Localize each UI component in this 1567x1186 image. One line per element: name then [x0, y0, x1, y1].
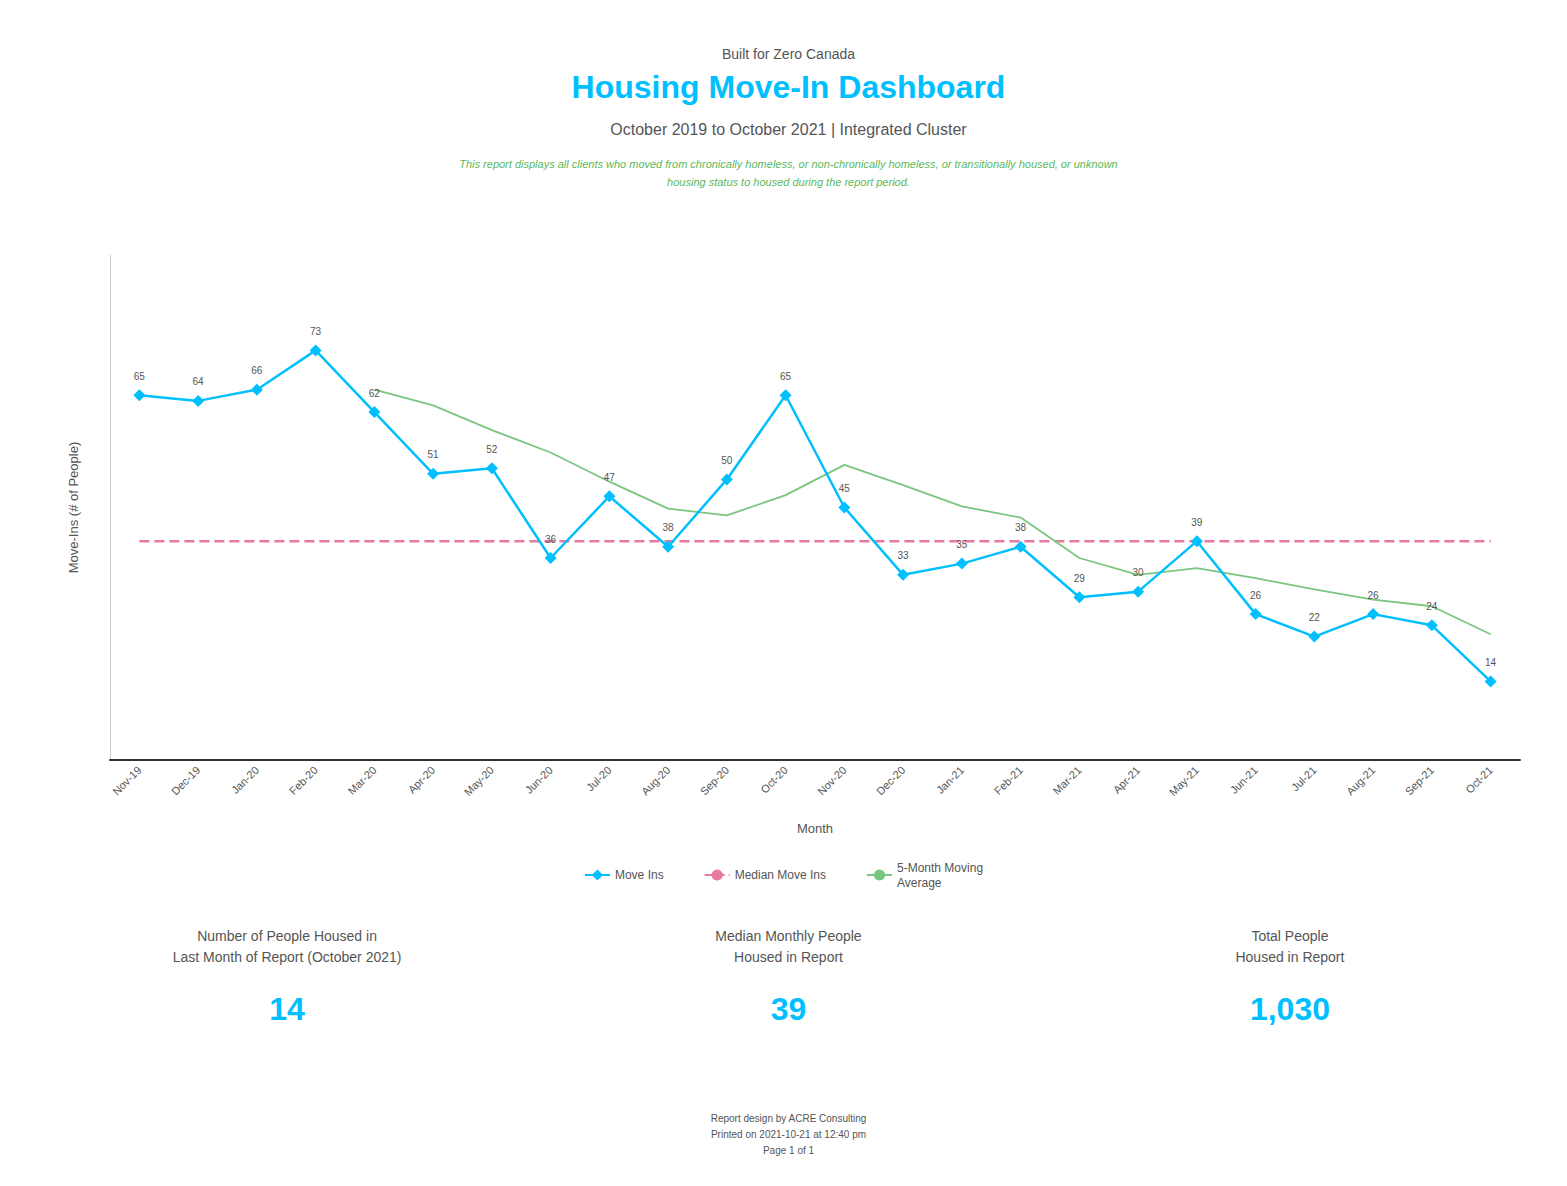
svg-text:Built for Zero Canada: Built for Zero Canada: [722, 46, 855, 62]
svg-text:Move-Ins (# of People): Move-Ins (# of People): [66, 442, 81, 574]
svg-text:Oct-20: Oct-20: [758, 764, 790, 796]
svg-text:Feb-21: Feb-21: [992, 764, 1025, 797]
svg-text:May-21: May-21: [1167, 764, 1201, 798]
svg-text:Aug-21: Aug-21: [1344, 764, 1378, 798]
svg-text:62: 62: [369, 388, 381, 399]
svg-text:Last Month of Report (October: Last Month of Report (October 2021): [173, 949, 402, 965]
svg-text:Month: Month: [797, 821, 833, 836]
svg-text:22: 22: [1309, 612, 1321, 623]
svg-text:73: 73: [310, 326, 322, 337]
svg-text:14: 14: [269, 991, 305, 1027]
svg-text:Jun-20: Jun-20: [523, 764, 555, 796]
svg-text:1,030: 1,030: [1250, 991, 1330, 1027]
svg-text:Printed on 2021-10-21 at 12:40: Printed on 2021-10-21 at 12:40 pm: [711, 1129, 866, 1140]
svg-text:36: 36: [545, 534, 557, 545]
svg-text:Dec-19: Dec-19: [169, 764, 203, 798]
svg-text:Page 1 of 1: Page 1 of 1: [763, 1145, 815, 1156]
svg-text:38: 38: [663, 522, 675, 533]
svg-text:Apr-21: Apr-21: [1111, 764, 1143, 796]
svg-text:October 2019 to October 2021 |: October 2019 to October 2021 | Integrate…: [610, 121, 967, 138]
svg-text:Total People: Total People: [1251, 928, 1328, 944]
svg-text:65: 65: [780, 371, 792, 382]
svg-text:Housed in Report: Housed in Report: [734, 949, 843, 965]
svg-text:Feb-20: Feb-20: [287, 764, 320, 797]
svg-text:Jun-21: Jun-21: [1228, 764, 1260, 796]
svg-text:24: 24: [1426, 601, 1438, 612]
svg-text:66: 66: [251, 365, 263, 376]
svg-text:Mar-20: Mar-20: [346, 764, 379, 797]
svg-text:Report design by ACRE Consulti: Report design by ACRE Consulting: [711, 1113, 867, 1124]
svg-text:45: 45: [839, 483, 851, 494]
svg-text:This report displays all clien: This report displays all clients who mov…: [459, 158, 1117, 170]
svg-text:39: 39: [771, 991, 807, 1027]
svg-text:Mar-21: Mar-21: [1051, 764, 1084, 797]
svg-text:65: 65: [134, 371, 146, 382]
svg-text:51: 51: [428, 449, 440, 460]
svg-text:52: 52: [486, 444, 498, 455]
svg-text:64: 64: [193, 376, 205, 387]
svg-text:Housing Move-In Dashboard: Housing Move-In Dashboard: [572, 69, 1006, 105]
svg-text:Aug-20: Aug-20: [639, 764, 673, 798]
svg-text:Jan-21: Jan-21: [934, 764, 966, 796]
svg-text:housing status to housed durin: housing status to housed during the repo…: [667, 176, 910, 188]
svg-text:30: 30: [1133, 567, 1145, 578]
svg-text:May-20: May-20: [462, 764, 496, 798]
svg-text:14: 14: [1485, 657, 1497, 668]
svg-text:29: 29: [1074, 573, 1086, 584]
svg-text:Sep-20: Sep-20: [698, 764, 732, 798]
svg-text:33: 33: [898, 550, 910, 561]
svg-text:26: 26: [1250, 590, 1262, 601]
svg-text:Jan-20: Jan-20: [229, 764, 261, 796]
svg-text:Sep-21: Sep-21: [1403, 764, 1437, 798]
svg-text:Average: Average: [897, 876, 942, 890]
svg-text:Median Move Ins: Median Move Ins: [735, 868, 826, 882]
svg-text:35: 35: [956, 539, 968, 550]
svg-text:26: 26: [1368, 590, 1380, 601]
svg-text:Jul-21: Jul-21: [1289, 764, 1319, 794]
svg-text:Move Ins: Move Ins: [615, 868, 664, 882]
svg-text:5-Month Moving: 5-Month Moving: [897, 861, 983, 875]
svg-text:Housed in Report: Housed in Report: [1235, 949, 1344, 965]
svg-text:Oct-21: Oct-21: [1463, 764, 1495, 796]
svg-text:Median Monthly People: Median Monthly People: [715, 928, 862, 944]
svg-text:39: 39: [1191, 517, 1203, 528]
svg-text:38: 38: [1015, 522, 1027, 533]
svg-text:Jul-20: Jul-20: [584, 764, 614, 794]
svg-text:50: 50: [721, 455, 733, 466]
svg-text:47: 47: [604, 472, 616, 483]
svg-text:Apr-20: Apr-20: [406, 764, 438, 796]
svg-text:Number of People Housed in: Number of People Housed in: [197, 928, 377, 944]
svg-text:Nov-19: Nov-19: [110, 764, 144, 798]
svg-text:Dec-20: Dec-20: [874, 764, 908, 798]
svg-text:Nov-20: Nov-20: [815, 764, 849, 798]
